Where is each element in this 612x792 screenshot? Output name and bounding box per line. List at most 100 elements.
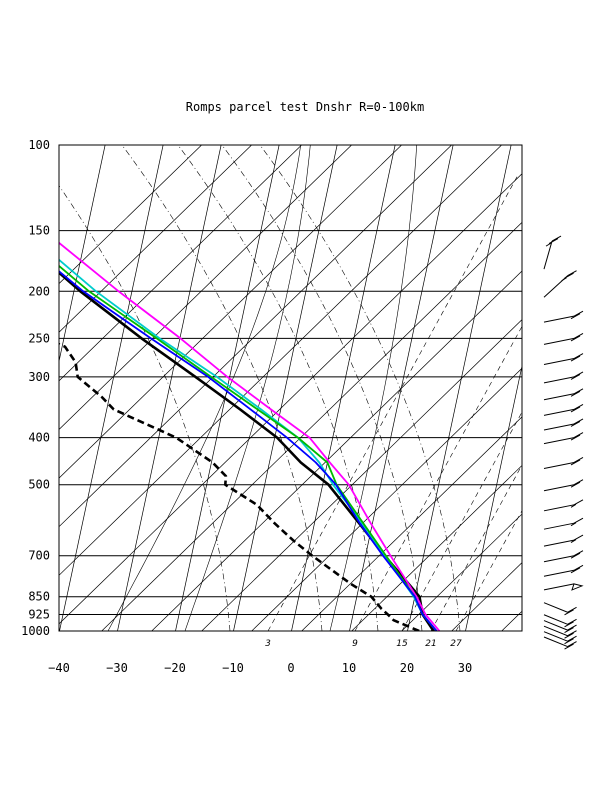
temperature-tick-label: 10	[342, 661, 356, 675]
wind-barb-feather	[567, 606, 577, 613]
pressure-tick-label: 200	[28, 284, 50, 298]
wind-barb-feather	[573, 517, 584, 524]
wind-barb-half-feather	[570, 503, 577, 508]
wind-barb-staff	[543, 569, 575, 577]
wind-barb	[543, 432, 584, 445]
wind-barb	[543, 550, 584, 563]
sounding-traces	[59, 241, 441, 631]
wind-barb-staff	[543, 636, 568, 648]
sounding-trace-1	[59, 270, 435, 631]
wind-barb-staff	[543, 631, 568, 642]
moist-adiabat-line	[259, 145, 461, 631]
wind-barb-staff	[543, 423, 575, 431]
temperature-tick-label: −40	[48, 661, 70, 675]
pressure-tick-label: 300	[28, 370, 50, 384]
mixing-ratio-label: 3	[265, 639, 271, 649]
wind-barb-feather	[570, 355, 581, 362]
temperature-tick-label: 20	[400, 661, 414, 675]
skewed-temperature-lines	[59, 145, 612, 631]
moist-adiabat-line	[177, 145, 379, 631]
isotherm-line	[465, 364, 522, 631]
pressure-axis-labels: 100 150 200 250 300 400 500 700 850 925 1000	[21, 138, 50, 638]
wind-barb-feather	[573, 353, 584, 359]
dry-adiabat-line	[501, 610, 522, 631]
dry-adiabat-line	[451, 562, 522, 631]
wind-barb-feather	[548, 238, 559, 245]
wind-barb-feather	[573, 499, 584, 506]
pressure-tick-label: 700	[28, 549, 50, 563]
wind-barb	[543, 353, 584, 366]
mixing-ratio-label: 27	[450, 639, 462, 649]
wind-barb-staff	[543, 358, 575, 366]
wind-barb-staff	[543, 337, 575, 345]
sounding-trace-3	[59, 241, 441, 631]
moist-adiabat-line	[121, 145, 323, 631]
wind-barb-staff	[543, 393, 575, 401]
wind-barb-feather	[573, 403, 584, 410]
temperature-tick-label: −30	[106, 661, 128, 675]
dry-adiabat-line	[59, 173, 522, 625]
wind-barb-feather	[570, 434, 581, 441]
wind-barb-feather	[567, 618, 577, 625]
wind-barb-feather	[573, 310, 584, 317]
wind-barb-feather	[570, 481, 581, 488]
wind-barb-feather	[573, 479, 584, 486]
moist-adiabat-line	[221, 145, 423, 631]
isotherm-line	[524, 145, 612, 631]
dry-adiabat-line	[251, 367, 522, 631]
wind-barb	[543, 332, 584, 345]
temperature-tick-label: −20	[164, 661, 186, 675]
wind-barb-feather	[570, 373, 581, 380]
pseudo-adiabat-curve	[107, 145, 301, 631]
sounding-trace-4	[59, 258, 438, 631]
temperature-tick-label: 0	[287, 661, 294, 675]
wind-barb-staff	[543, 461, 575, 469]
dry-adiabat-line	[151, 270, 522, 631]
wind-barb-feather	[570, 459, 581, 466]
wind-barb-feather	[564, 632, 574, 639]
wind-barb-staff	[543, 240, 553, 270]
wind-barbs	[543, 235, 584, 650]
wind-barb-staff	[543, 376, 575, 384]
wind-barb-feather	[570, 313, 581, 320]
wind-barb-feather	[567, 635, 577, 642]
wind-barb-feather	[551, 235, 562, 242]
moist-adiabats	[59, 145, 461, 631]
wind-barb-feather	[570, 421, 581, 427]
wind-barb-feather	[564, 643, 574, 650]
sounding-trace-2	[59, 342, 420, 631]
wind-barb	[543, 534, 584, 547]
mixing-ratio-label: 21	[425, 639, 436, 649]
pressure-tick-label: 100	[28, 138, 50, 152]
pressure-tick-label: 925	[28, 608, 50, 622]
wind-barb-half-feather	[570, 522, 577, 527]
wind-barb-feather	[573, 550, 584, 557]
wind-barb-half-feather	[561, 277, 567, 282]
dry-adiabat-line	[540, 0, 612, 691]
dry-adiabat-line	[59, 145, 303, 382]
wind-barb	[543, 636, 577, 650]
wind-barb	[543, 620, 577, 634]
wind-barb-staff	[543, 602, 568, 613]
wind-barb-feather	[570, 335, 581, 342]
wind-barb-flag	[571, 583, 584, 591]
mixing-ratio-line	[401, 411, 522, 631]
pressure-tick-label: 150	[28, 224, 50, 238]
plot-frame	[58, 144, 523, 632]
wind-barb-staff	[543, 437, 575, 445]
wind-barb-feather	[573, 457, 584, 463]
sounding-trace-5	[59, 264, 438, 631]
isotherm-line	[59, 145, 106, 363]
wind-barb	[543, 631, 577, 645]
wind-barb	[543, 564, 584, 577]
wind-barb-half-feather	[570, 539, 577, 544]
wind-barb-feather	[570, 552, 581, 559]
mixing-ratio-lines	[267, 174, 522, 631]
dry-adiabat-line	[201, 319, 522, 631]
wind-barb-feather	[567, 624, 577, 631]
wind-barb-half-feather	[545, 242, 552, 247]
pseudo-adiabat-curve	[184, 145, 311, 631]
mixing-ratio-label: 9	[352, 639, 358, 649]
wind-barb-feather	[573, 371, 584, 378]
dry-adiabat-line	[59, 145, 453, 528]
